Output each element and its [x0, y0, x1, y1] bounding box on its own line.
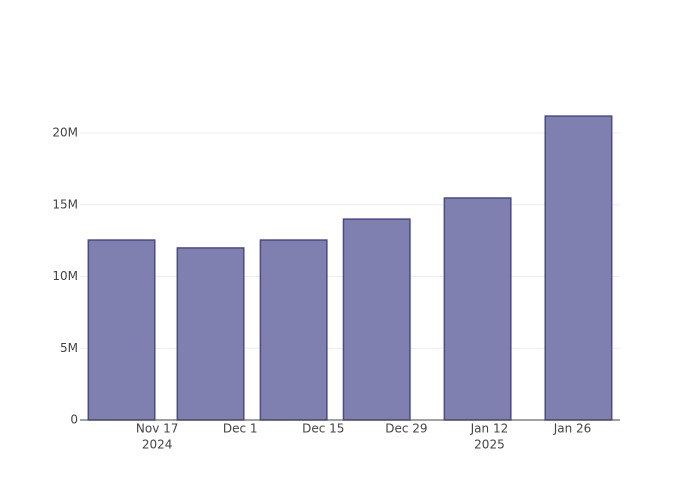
x-tick-label: Jan 26 [553, 422, 592, 436]
x-tick-label: Dec 15 [302, 422, 344, 436]
y-tick-label: 20M [52, 126, 78, 140]
bar [176, 247, 245, 421]
x-tick-year: 2024 [142, 438, 173, 452]
bar [87, 239, 156, 421]
x-tick-label: Nov 17 [136, 422, 179, 436]
y-tick-label: 5M [60, 341, 78, 355]
y-tick-label: 10M [52, 269, 78, 283]
y-tick-label: 0 [70, 413, 78, 427]
bar [443, 197, 512, 421]
bar [342, 218, 411, 421]
x-tick-label: Jan 12 [470, 422, 509, 436]
x-tick-label: Dec 1 [223, 422, 258, 436]
x-tick-year: 2025 [474, 438, 505, 452]
y-tick-label: 15M [52, 197, 78, 211]
bar [259, 239, 328, 421]
x-tick-label: Dec 29 [385, 422, 427, 436]
bar [544, 115, 613, 421]
